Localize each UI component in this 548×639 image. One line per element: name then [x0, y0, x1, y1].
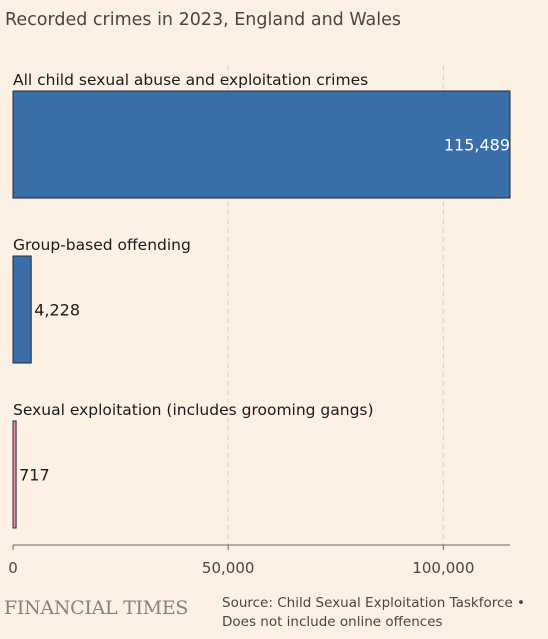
value-label: 717 — [19, 466, 50, 485]
value-labels: 115,489 4,228 717 — [19, 136, 510, 485]
x-tick-label: 0 — [8, 559, 18, 577]
bar-chart: All child sexual abuse and exploitation … — [8, 66, 511, 577]
value-label: 4,228 — [34, 301, 80, 320]
chart-subtitle: Recorded crimes in 2023, England and Wal… — [5, 10, 401, 30]
category-labels: All child sexual abuse and exploitation … — [13, 71, 374, 419]
category-label: Group-based offending — [13, 236, 191, 254]
bars — [12, 90, 511, 529]
source-line-2: Does not include online offences — [222, 614, 443, 630]
category-label: Sexual exploitation (includes grooming g… — [13, 401, 374, 419]
x-tick-label: 100,000 — [412, 559, 474, 577]
bar — [12, 420, 17, 529]
source-line-1: Source: Child Sexual Exploitation Taskfo… — [222, 595, 525, 611]
bar — [12, 90, 511, 199]
bar — [12, 255, 32, 364]
value-label: 115,489 — [444, 136, 510, 155]
x-tick-label: 50,000 — [202, 559, 255, 577]
gridlines — [227, 66, 444, 545]
ft-logo: FINANCIAL TIMES — [4, 597, 189, 619]
source-note: Source: Child Sexual Exploitation Taskfo… — [222, 594, 542, 632]
x-axis: 0 50,000 100,000 — [8, 544, 510, 577]
category-label: All child sexual abuse and exploitation … — [13, 71, 368, 89]
